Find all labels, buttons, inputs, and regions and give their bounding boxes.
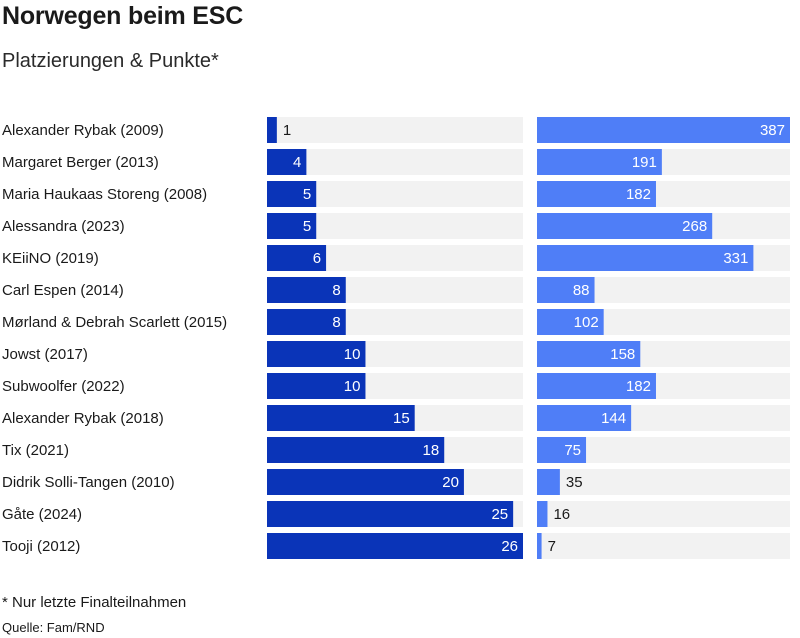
placement-value-label: 1 [283, 122, 291, 139]
category-label: Subwoolfer (2022) [2, 378, 125, 395]
points-bar [537, 181, 656, 207]
points-bar [537, 469, 560, 495]
placement-value-label: 5 [303, 218, 311, 235]
points-value-label: 35 [566, 474, 583, 491]
placement-bar [267, 341, 366, 367]
placement-bar [267, 245, 327, 271]
points-value-label: 7 [548, 538, 556, 555]
points-value-label: 182 [626, 186, 651, 203]
points-value-label: 331 [723, 250, 748, 267]
placement-value-label: 10 [344, 378, 361, 395]
points-value-label: 102 [574, 314, 599, 331]
placement-track [267, 117, 523, 143]
points-bar [537, 277, 595, 303]
placement-bar [267, 213, 317, 239]
placement-bar [267, 469, 464, 495]
placement-bar [267, 149, 307, 175]
category-label: Mørland & Debrah Scarlett (2015) [2, 314, 227, 331]
points-value-label: 387 [760, 122, 785, 139]
category-label: KEiiNO (2019) [2, 250, 99, 267]
placement-bar [267, 277, 346, 303]
chart-title: Norwegen beim ESC [2, 2, 244, 30]
placement-value-label: 18 [423, 442, 440, 459]
points-value-label: 268 [682, 218, 707, 235]
bar-chart: Alexander Rybak (2009) 1 387 Margaret Berge… [2, 117, 790, 559]
points-value-label: 191 [632, 154, 657, 171]
points-track [537, 533, 790, 559]
points-bar [537, 117, 790, 143]
placement-bar [267, 117, 277, 143]
points-track [537, 469, 790, 495]
source-note: Quelle: Fam/RND [2, 620, 105, 635]
category-label: Margaret Berger (2013) [2, 154, 159, 171]
points-value-label: 75 [564, 442, 581, 459]
footnote: * Nur letzte Finalteilnahmen [2, 594, 187, 611]
points-bar [537, 341, 641, 367]
points-bar [537, 533, 542, 559]
points-bar [537, 437, 587, 463]
chart-subtitle: Platzierungen & Punkte* [2, 50, 219, 72]
category-label: Tooji (2012) [2, 538, 80, 555]
placement-value-label: 20 [442, 474, 459, 491]
points-bar [537, 373, 656, 399]
placement-bar [267, 309, 346, 335]
category-label: Didrik Solli-Tangen (2010) [2, 474, 175, 491]
points-value-label: 182 [626, 378, 651, 395]
placement-bar [267, 373, 366, 399]
category-label: Gåte (2024) [2, 506, 82, 523]
placement-bar [267, 181, 317, 207]
placement-value-label: 25 [491, 506, 508, 523]
placement-track [267, 149, 523, 175]
placement-bar [267, 533, 523, 559]
points-bar [537, 405, 632, 431]
placement-value-label: 26 [501, 538, 518, 555]
placement-bar [267, 437, 445, 463]
placement-value-label: 15 [393, 410, 410, 427]
category-label: Alessandra (2023) [2, 218, 125, 235]
category-label: Maria Haukaas Storeng (2008) [2, 186, 207, 203]
category-label: Tix (2021) [2, 442, 69, 459]
placement-value-label: 10 [344, 346, 361, 363]
placement-value-label: 8 [332, 314, 340, 331]
placement-value-label: 6 [313, 250, 321, 267]
points-bar [537, 309, 604, 335]
placement-bar [267, 405, 415, 431]
points-bar [537, 501, 548, 527]
points-value-label: 144 [601, 410, 626, 427]
points-bar [537, 245, 754, 271]
category-label: Carl Espen (2014) [2, 282, 124, 299]
category-label: Jowst (2017) [2, 346, 88, 363]
placement-bar [267, 501, 514, 527]
points-value-label: 158 [610, 346, 635, 363]
points-bar [537, 213, 713, 239]
category-label: Alexander Rybak (2018) [2, 410, 164, 427]
points-track [537, 501, 790, 527]
category-label: Alexander Rybak (2009) [2, 122, 164, 139]
points-value-label: 16 [553, 506, 570, 523]
placement-value-label: 4 [293, 154, 301, 171]
points-value-label: 88 [573, 282, 590, 299]
placement-value-label: 5 [303, 186, 311, 203]
placement-value-label: 8 [332, 282, 340, 299]
points-bar [537, 149, 662, 175]
